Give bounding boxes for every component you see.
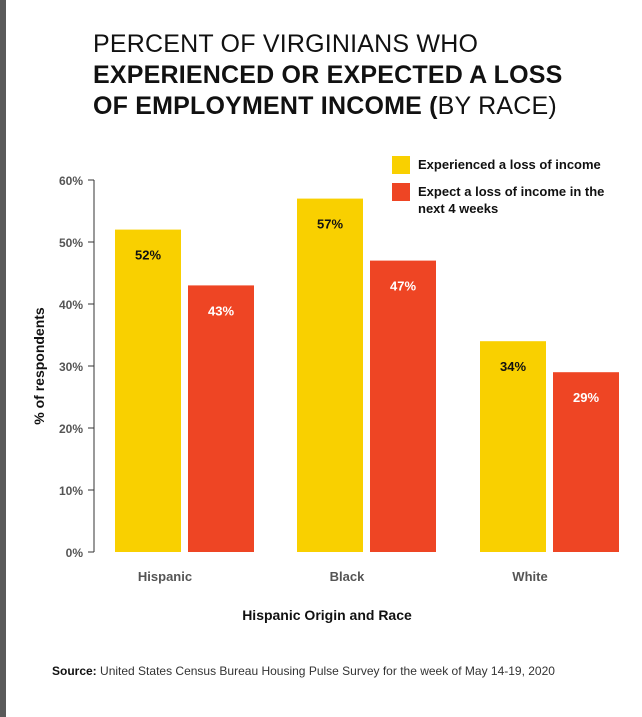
x-tick-label: Black [330,569,365,584]
bar [370,260,436,552]
bar [553,372,619,552]
legend-swatch [392,156,410,174]
y-tick-label: 30% [59,360,83,374]
y-tick-label: 10% [59,484,83,498]
y-tick-label: 50% [59,236,83,250]
y-tick-label: 60% [59,174,83,188]
title-line-1: PERCENT OF VIRGINIANS WHO [93,30,479,58]
legend-label: Expect a loss of income in the [418,184,604,199]
bar-value-label: 52% [135,248,161,263]
y-axis-label: % of respondents [31,307,47,425]
y-tick-label: 0% [66,546,84,560]
title-line-3: OF EMPLOYMENT INCOME (BY RACE) [93,91,613,122]
bar [297,198,363,552]
x-axis-label: Hispanic Origin and Race [242,607,412,623]
bar [480,341,546,552]
y-tick-label: 40% [59,298,83,312]
source-note: Source: United States Census Bureau Hous… [52,664,555,678]
chart-title: PERCENT OF VIRGINIANS WHO EXPERIENCED OR… [93,29,613,122]
title-line-3-normal: BY RACE) [437,92,557,120]
source-text: United States Census Bureau Housing Puls… [100,664,555,678]
bar [188,285,254,552]
bar-value-label: 34% [500,359,526,374]
bar-value-label: 43% [208,303,234,318]
bar-value-label: 47% [390,279,416,294]
title-line-3-bold: OF EMPLOYMENT INCOME ( [93,92,438,120]
bar [115,229,181,552]
bar-value-label: 29% [573,390,599,405]
bar-value-label: 57% [317,217,343,232]
x-tick-label: White [512,569,547,584]
legend-swatch [392,183,410,201]
title-line-2: EXPERIENCED OR EXPECTED A LOSS [93,61,563,89]
legend-label: Experienced a loss of income [418,157,601,172]
x-tick-label: Hispanic [138,569,192,584]
source-label: Source: [52,664,97,678]
y-tick-label: 20% [59,422,83,436]
legend-label: next 4 weeks [418,201,498,216]
